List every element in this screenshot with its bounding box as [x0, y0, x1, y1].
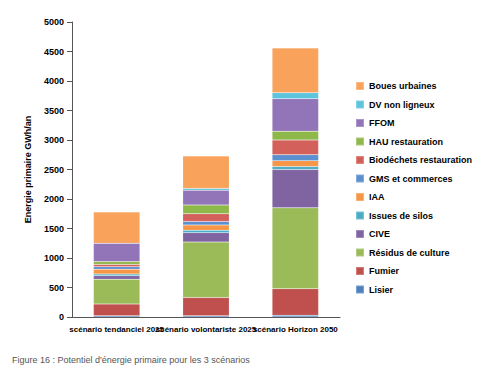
svg-text:0: 0 — [59, 312, 64, 322]
svg-text:IAA: IAA — [369, 192, 385, 202]
svg-text:2500: 2500 — [44, 165, 64, 175]
svg-text:3500: 3500 — [44, 106, 64, 116]
svg-text:CIVE: CIVE — [369, 229, 390, 239]
svg-text:HAU restauration: HAU restauration — [369, 137, 443, 147]
svg-text:4000: 4000 — [44, 76, 64, 86]
svg-text:scénario volontariste 2025: scénario volontariste 2025 — [156, 325, 257, 334]
svg-text:Lisier: Lisier — [369, 285, 394, 295]
svg-text:1000: 1000 — [44, 253, 64, 263]
svg-text:Boues urbaines: Boues urbaines — [369, 81, 437, 91]
svg-text:Figure 16 : Potentiel d'énergi: Figure 16 : Potentiel d'énergie primaire… — [12, 355, 250, 365]
svg-text:Energie primaire GWh/an: Energie primaire GWh/an — [23, 116, 33, 224]
svg-text:3000: 3000 — [44, 135, 64, 145]
svg-text:4500: 4500 — [44, 47, 64, 57]
svg-text:5000: 5000 — [44, 17, 64, 27]
svg-text:Issues de silos: Issues de silos — [369, 211, 433, 221]
svg-text:FFOM: FFOM — [369, 118, 395, 128]
svg-text:Fumier: Fumier — [369, 266, 400, 276]
svg-text:500: 500 — [49, 283, 64, 293]
svg-text:scénario Horizon 2050: scénario Horizon 2050 — [253, 325, 338, 334]
svg-text:GMS et commerces: GMS et commerces — [369, 174, 453, 184]
svg-text:DV non ligneux: DV non ligneux — [369, 100, 435, 110]
svg-text:scénario tendanciel 2025: scénario tendanciel 2025 — [69, 325, 164, 334]
svg-text:Biodéchets restauration: Biodéchets restauration — [369, 155, 472, 165]
svg-text:Résidus de culture: Résidus de culture — [369, 248, 450, 258]
svg-text:2000: 2000 — [44, 194, 64, 204]
svg-text:1500: 1500 — [44, 224, 64, 234]
